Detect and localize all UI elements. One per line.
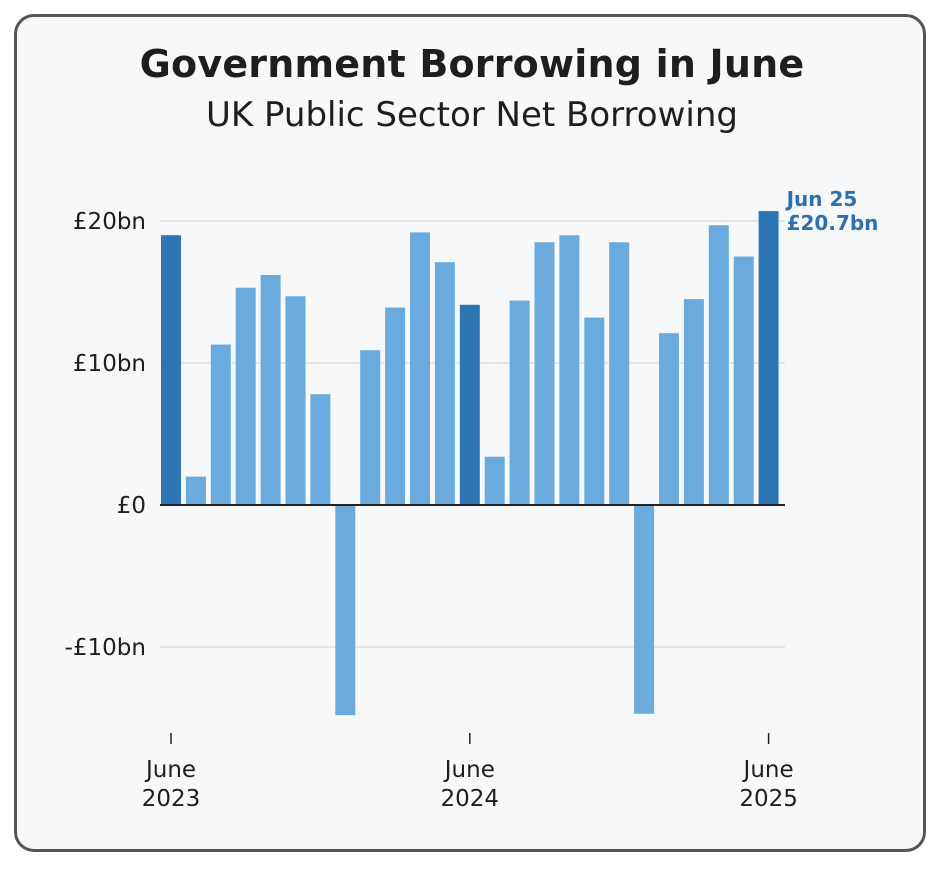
y-tick-label: £0 xyxy=(117,493,146,519)
x-tick-label-month: June xyxy=(742,757,794,783)
x-tick-label-year: 2023 xyxy=(142,786,201,812)
bar xyxy=(161,235,181,505)
bar xyxy=(410,232,430,506)
bar xyxy=(708,225,729,505)
bar xyxy=(509,300,530,505)
bar xyxy=(609,242,630,506)
bar xyxy=(385,307,406,505)
bar xyxy=(683,299,704,505)
bar xyxy=(584,317,605,505)
bar xyxy=(285,296,306,505)
bar xyxy=(733,256,754,505)
chart-subtitle: UK Public Sector Net Borrowing xyxy=(206,95,738,135)
bar xyxy=(185,476,206,505)
y-tick-label: £10bn xyxy=(73,351,146,377)
bar xyxy=(559,235,580,505)
x-tick-label-year: 2024 xyxy=(441,786,500,812)
bar xyxy=(310,394,331,505)
bar xyxy=(634,505,655,714)
bar xyxy=(758,211,779,505)
bar xyxy=(459,304,480,505)
y-tick-label: £20bn xyxy=(73,209,146,235)
y-tick-label: -£10bn xyxy=(65,635,146,661)
bar xyxy=(260,274,281,505)
bar xyxy=(360,350,381,505)
x-tick-label-month: June xyxy=(144,757,196,783)
annotation-value: £20.7bn xyxy=(787,211,879,235)
bar xyxy=(210,344,231,505)
chart-title: Government Borrowing in June xyxy=(139,42,805,86)
bar xyxy=(434,262,455,505)
bar xyxy=(534,242,555,506)
bar xyxy=(235,287,256,505)
bar xyxy=(335,505,356,716)
bar xyxy=(659,333,679,505)
annotation-label: Jun 25 xyxy=(785,187,858,211)
bar xyxy=(484,456,505,505)
x-tick-label-year: 2025 xyxy=(739,786,798,812)
x-tick-label-month: June xyxy=(443,757,495,783)
